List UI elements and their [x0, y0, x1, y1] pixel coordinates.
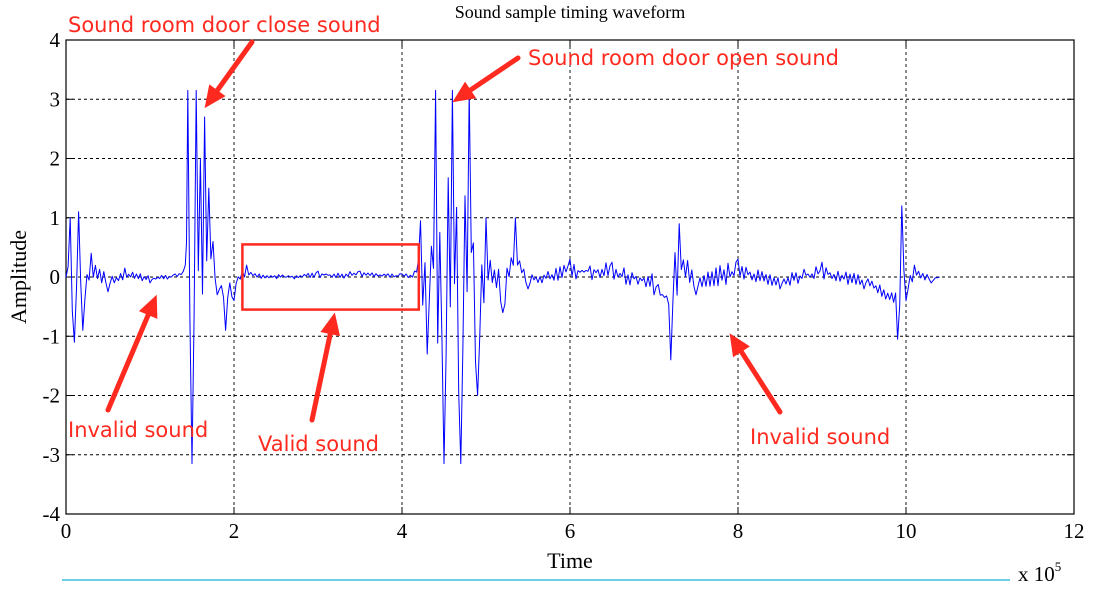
x-multiplier-base: x 10: [1018, 562, 1055, 586]
x-tick-label-4: 8: [733, 519, 744, 543]
y-tick-label-5: -1: [43, 324, 61, 348]
annotation-arrow-head-1: [452, 81, 477, 103]
annotation-arrow-head-4: [729, 333, 750, 358]
x-tick-label-3: 6: [565, 519, 576, 543]
y-tick-label-4: 0: [50, 265, 61, 289]
valid-sound-box: [241, 243, 421, 311]
annotation-label-4: Invalid sound: [750, 425, 890, 449]
waveform-series-0: [65, 89, 940, 465]
grid-lines: [66, 40, 1074, 514]
chart-title: Sound sample timing waveform: [455, 2, 685, 22]
x-tick-label-1: 2: [229, 519, 240, 543]
y-tick-label-0: 4: [50, 28, 61, 52]
annotation-arrow-head-3: [320, 312, 341, 337]
y-tick-label-6: -2: [43, 384, 61, 408]
annotation-arrow-head-2: [138, 294, 158, 319]
annotation-arrow-shaft-1: [468, 55, 521, 93]
annotation-arrow-head-0: [204, 84, 226, 109]
annotation-labels: Sound room door close sound Sound room do…: [68, 13, 890, 456]
waveform-series: [65, 89, 940, 465]
x-tick-label-5: 10: [896, 519, 917, 543]
x-multiplier-label: x 105: [1018, 559, 1061, 586]
annotation-arrow-shaft-3: [309, 331, 333, 423]
annotation-arrow-shaft-4: [738, 349, 783, 415]
y-axis-label: Amplitude: [6, 230, 31, 324]
x-axis-label: Time: [547, 548, 593, 573]
x-tick-label-6: 12: [1064, 519, 1085, 543]
y-tick-label-7: -3: [43, 443, 61, 467]
valid-sound-box-layer: [241, 243, 421, 311]
annotation-label-0: Sound room door close sound: [68, 13, 381, 37]
annotation-label-3: Valid sound: [258, 432, 379, 456]
annotation-label-1: Sound room door open sound: [528, 46, 839, 70]
y-tick-label-1: 3: [50, 87, 61, 111]
y-tick-label-3: 1: [50, 206, 61, 230]
annotation-label-2: Invalid sound: [68, 418, 208, 442]
x-tick-label-2: 4: [397, 519, 408, 543]
x-multiplier-exponent: 5: [1055, 559, 1062, 574]
annotation-arrows: [105, 39, 783, 423]
annotation-arrow-shaft-0: [214, 39, 255, 93]
y-tick-label-2: 2: [50, 147, 61, 171]
x-tick-label-0: 0: [61, 519, 72, 543]
y-tick-label-8: -4: [43, 502, 61, 526]
annotation-arrow-shaft-2: [105, 312, 151, 413]
